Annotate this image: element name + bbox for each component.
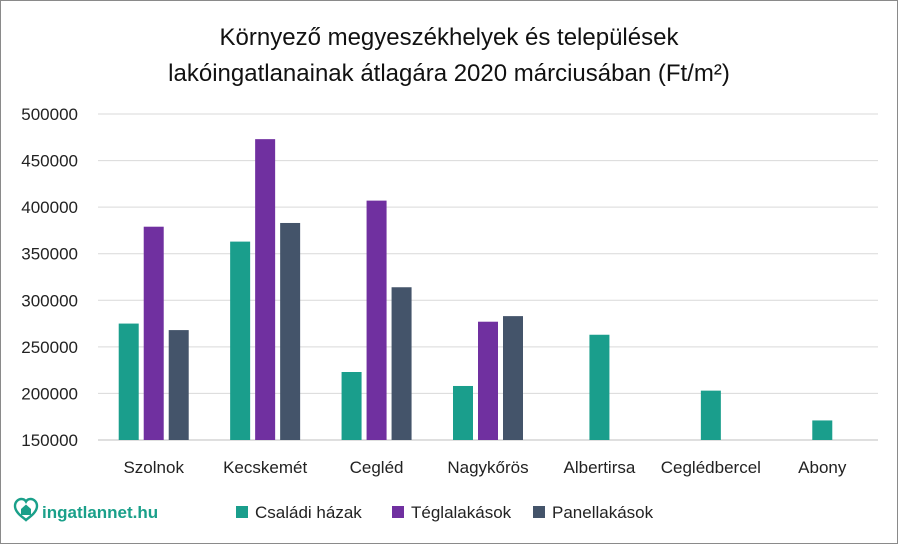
y-tick-label: 400000 xyxy=(21,198,78,217)
bar xyxy=(391,287,412,440)
bar xyxy=(366,200,387,440)
chart-title-line-2: lakóingatlanainak átlagára 2020 márciusá… xyxy=(168,60,730,87)
bar xyxy=(589,334,610,440)
legend-label: Családi házak xyxy=(255,503,362,522)
bar xyxy=(280,222,301,440)
y-tick-label: 350000 xyxy=(21,245,78,264)
bar xyxy=(118,323,139,440)
legend-swatch xyxy=(533,506,545,518)
x-tick-label: Ceglédbercel xyxy=(661,458,761,477)
bar xyxy=(341,372,362,440)
y-tick-label: 200000 xyxy=(21,384,78,403)
bar xyxy=(168,330,189,440)
y-axis-ticks: 150000 200000 250000 300000 350000 400000 4500… xyxy=(21,105,78,450)
bar xyxy=(503,316,523,440)
heart-house-icon xyxy=(13,497,39,522)
y-tick-label: 250000 xyxy=(21,338,78,357)
brand-logo[interactable]: ingatlannet.hu xyxy=(13,497,158,522)
x-tick-label: Cegléd xyxy=(350,458,404,477)
bar xyxy=(700,390,721,440)
bar xyxy=(255,139,276,441)
y-tick-label: 450000 xyxy=(21,152,78,171)
x-tick-label: Nagykőrös xyxy=(447,458,528,477)
y-tick-label: 150000 xyxy=(21,431,78,450)
bar xyxy=(230,241,251,440)
bars xyxy=(118,139,833,441)
brand-logo-text: ingatlannet.hu xyxy=(42,503,158,522)
legend: Családi házak Téglalakások Panellakások xyxy=(236,503,654,522)
bar xyxy=(478,321,498,440)
legend-swatch xyxy=(392,506,404,518)
bar xyxy=(812,420,833,440)
y-tick-label: 500000 xyxy=(21,105,78,124)
x-tick-label: Szolnok xyxy=(123,458,184,477)
chart-title-line-1: Környező megyeszékhelyek és települések xyxy=(220,24,680,51)
legend-item: Téglalakások xyxy=(392,503,512,522)
x-tick-label: Kecskemét xyxy=(223,458,307,477)
y-tick-label: 300000 xyxy=(21,291,78,310)
bar xyxy=(143,226,164,440)
legend-item: Családi házak xyxy=(236,503,362,522)
legend-label: Panellakások xyxy=(552,503,654,522)
legend-label: Téglalakások xyxy=(411,503,512,522)
x-tick-label: Albertirsa xyxy=(564,458,636,477)
x-axis-ticks: Szolnok Kecskemét Cegléd Nagykőrös Albertirs… xyxy=(123,458,846,477)
legend-item: Panellakások xyxy=(533,503,654,522)
bar xyxy=(453,385,473,440)
legend-swatch xyxy=(236,506,248,518)
grid xyxy=(98,113,878,441)
x-tick-label: Abony xyxy=(798,458,847,477)
